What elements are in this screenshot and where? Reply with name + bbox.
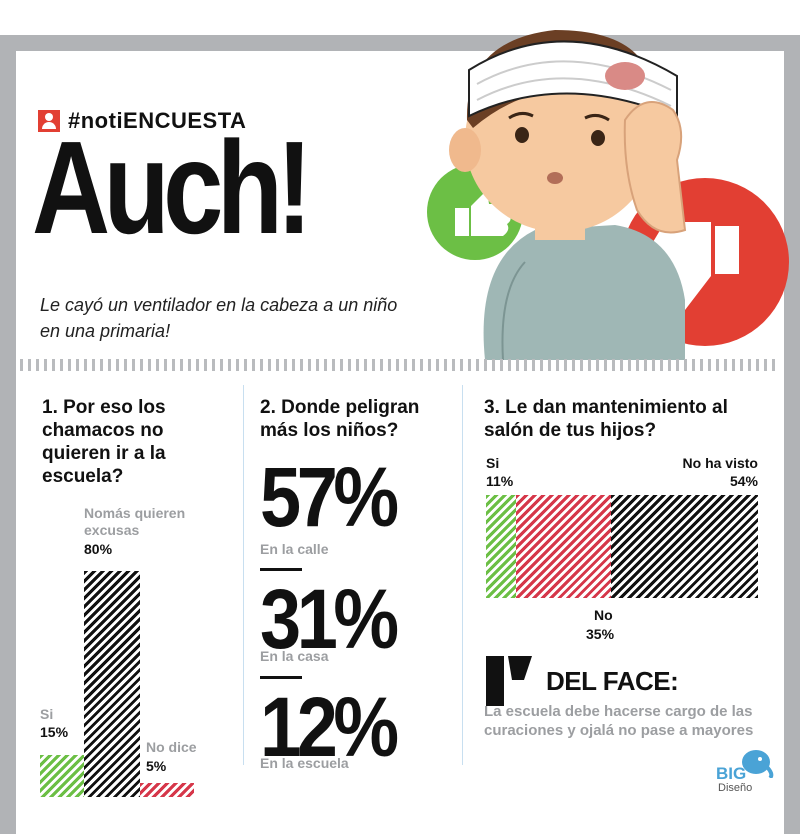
dotted-divider xyxy=(20,359,780,371)
column-divider xyxy=(462,385,463,765)
percent-label: En la escuela xyxy=(260,755,349,771)
segment-label: No xyxy=(594,607,613,623)
hurt-boy-illustration xyxy=(427,30,789,360)
column-divider xyxy=(243,385,244,765)
percent-calle: 57% xyxy=(260,450,399,544)
segment-value: 11% xyxy=(486,473,514,489)
segment-value: 35% xyxy=(586,626,615,642)
hashtag-text: #notiENCUESTA xyxy=(68,108,247,133)
question-2-title: 2. Donde peligran más los niños? xyxy=(260,397,420,441)
bar-label: Si xyxy=(40,706,54,722)
percent-casa: 31% xyxy=(260,572,399,666)
bar-excusas xyxy=(84,571,140,797)
rule xyxy=(260,676,302,679)
user-icon xyxy=(38,110,60,132)
quote-text: La escuela debe hacerse cargo de las cur… xyxy=(484,703,754,739)
bar-label: Nomás quieren excusas xyxy=(84,505,186,538)
logo-big: BIG xyxy=(716,764,747,783)
bar-label: No dice xyxy=(146,739,197,755)
headline: Auch! xyxy=(32,114,312,261)
quote-title: DEL FACE: xyxy=(546,666,679,696)
bar-value: 15% xyxy=(40,724,69,740)
question-3-title: 3. Le dan mantenimiento al salón de tus … xyxy=(484,397,728,441)
logo-sub: Diseño xyxy=(718,782,753,794)
bar-no-dice xyxy=(140,783,194,797)
quote-icon xyxy=(484,650,534,710)
elephant-logo-icon xyxy=(742,750,774,778)
hashtag-label: #notiENCUESTA xyxy=(38,108,246,134)
rule xyxy=(260,568,302,571)
bar-value: 80% xyxy=(84,541,113,557)
bar-value: 5% xyxy=(146,758,167,774)
segment-si xyxy=(486,495,516,598)
segment-value: 54% xyxy=(729,473,758,489)
question-1-title: 1. Por eso los chamacos no quieren ir a … xyxy=(42,397,166,487)
segment-label: No ha visto xyxy=(682,455,758,471)
percent-label: En la casa xyxy=(260,648,329,664)
big-diseno-logo: BIG Diseño xyxy=(716,748,776,798)
segment-no xyxy=(516,495,611,598)
segment-label: Si xyxy=(486,455,500,471)
segment-no-ha-visto xyxy=(611,495,758,598)
subhead: Le cayó un ventilador en la cabeza a un … xyxy=(40,295,398,341)
bar-si xyxy=(40,755,84,797)
percent-escuela: 12% xyxy=(260,680,399,774)
percent-label: En la calle xyxy=(260,541,329,557)
